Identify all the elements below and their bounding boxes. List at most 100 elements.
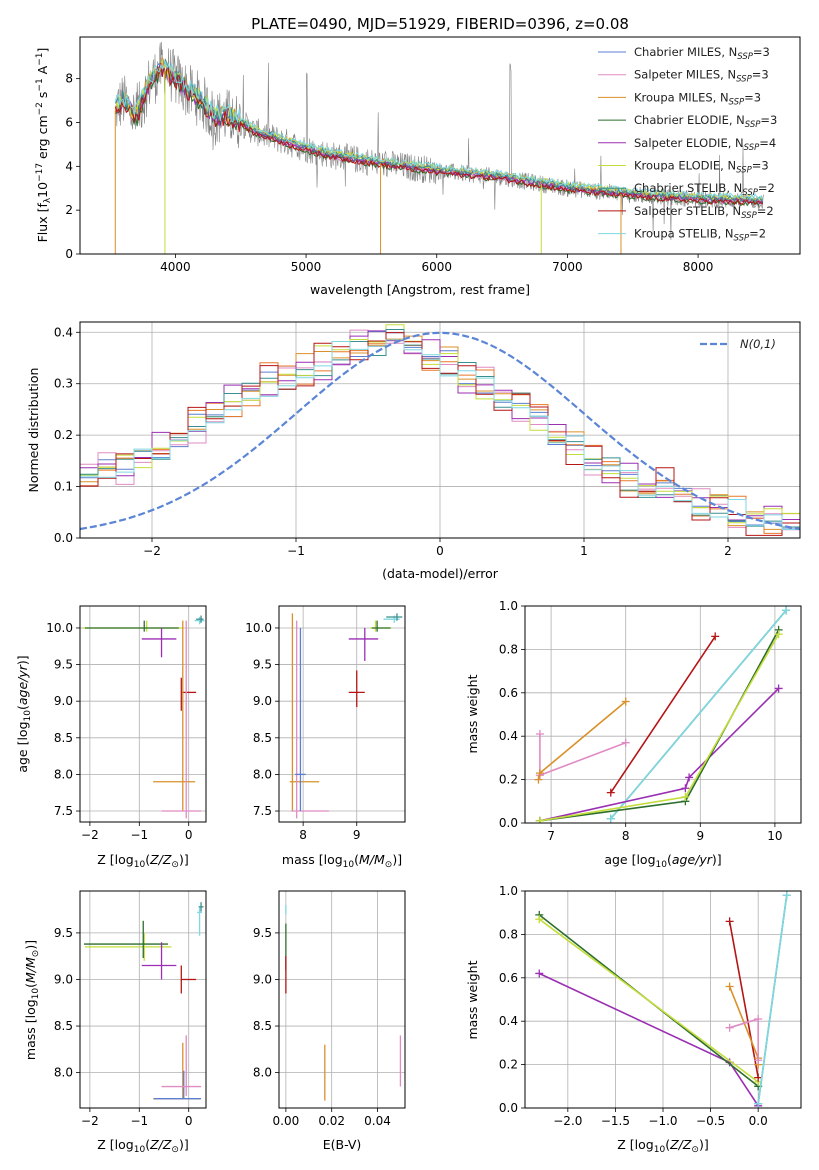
- x-tick-label: 8000: [683, 260, 714, 274]
- marks: [535, 891, 791, 1108]
- y-tick-label: 0.0: [499, 816, 518, 830]
- axes-frame: [79, 36, 801, 255]
- y-axis-label: Normed distribution: [26, 368, 41, 493]
- plot-area: [525, 891, 801, 1108]
- plot-area: [279, 606, 405, 822]
- axes-mass-vs-Z: −2 −1 0 8.0 8.5 9.0 9.5 Z [log10(Z/Z⊙)] mass [lo…: [23, 890, 207, 1155]
- y-axis-label: mass weight: [465, 960, 480, 1039]
- x-tick-label: 9: [353, 828, 361, 842]
- weight-point: [782, 606, 791, 615]
- plot-area: [279, 891, 405, 1108]
- y-tick-label: 9.0: [253, 972, 272, 986]
- y-tick-label: 7.5: [253, 804, 272, 818]
- x-tick-label: −1: [130, 1114, 148, 1128]
- marks: [83, 902, 204, 1100]
- y-tick-label: 8.0: [253, 767, 272, 781]
- weight-line-salpeter-miles: [539, 734, 626, 777]
- weight-line-chabrier-elodie: [539, 629, 780, 822]
- weight-line-salpeter-elodie: [539, 687, 780, 822]
- y-axis-label: Flux [fλ10−17 erg cm−2 s−1 A−1]: [35, 48, 53, 243]
- weight-point: [681, 792, 690, 801]
- marks: [82, 615, 205, 819]
- y-tick-label: 2: [65, 203, 73, 217]
- x-tick-label: 8: [622, 829, 630, 843]
- model-spectrum-salpeter-stelib: [114, 62, 764, 206]
- legend-label: Kroupa ELODIE, NSSP=3: [634, 159, 769, 176]
- marks: [534, 606, 791, 823]
- x-axis-label: age [log10(age/yr)]: [604, 852, 721, 870]
- x-tick-label: 1: [580, 544, 588, 558]
- y-tick-label: 8.5: [253, 1019, 272, 1033]
- y-tick-label: 0.8: [499, 642, 518, 656]
- y-tick-label: 7.5: [54, 804, 73, 818]
- y-tick-label: 10.0: [46, 621, 73, 635]
- y-tick-label: 0.8: [499, 927, 518, 941]
- plot-area: [525, 606, 801, 823]
- y-tick-label: 10.0: [245, 621, 272, 635]
- axes-mass-weight-vs-Z: −2.0 −1.5 −1.0 −0.5 0.0 0.0 0.2 0.4 0.6 0.8 1.0 Z […: [465, 884, 802, 1155]
- x-tick-label: 0.00: [273, 1114, 300, 1128]
- axes-residual-histogram: −2 −1 0 1 2 0.0 0.1 0.2 0.3 0.4 N(0,1) (data-model)…: [26, 321, 801, 581]
- weight-point: [754, 1073, 763, 1082]
- y-tick-label: 0.4: [54, 325, 73, 339]
- x-axis-label: mass [log10(M/M⊙)]: [282, 852, 402, 870]
- y-tick-label: 0.0: [499, 1101, 518, 1115]
- plot-area: [114, 41, 764, 254]
- weight-point: [535, 816, 544, 823]
- x-tick-label: 0.0: [749, 1114, 768, 1128]
- y-tick-label: 0.0: [54, 531, 73, 545]
- plot-area: [80, 891, 206, 1108]
- weight-point: [535, 730, 544, 739]
- x-tick-label: −1: [287, 544, 305, 558]
- weight-line-salpeter-stelib: [610, 635, 716, 794]
- y-tick-label: 8.0: [54, 767, 73, 781]
- legend-label: N(0,1): [740, 337, 776, 351]
- axes-frame: [278, 605, 406, 823]
- y-tick-label: 9.5: [253, 926, 272, 940]
- legend-label: Salpeter STELIB, NSSP=2: [634, 204, 774, 221]
- y-tick-label: 9.0: [253, 694, 272, 708]
- x-tick-label: −1.5: [601, 1114, 630, 1128]
- weight-point: [621, 738, 630, 747]
- weight-point: [725, 917, 734, 926]
- legend-label: Kroupa MILES, NSSP=3: [634, 90, 761, 107]
- marks: [289, 613, 403, 819]
- y-axis-label: mass [log10(M/M⊙)]: [23, 940, 41, 1060]
- y-tick-label: 8.5: [54, 731, 73, 745]
- legend-label: Kroupa STELIB, NSSP=2: [634, 227, 766, 244]
- y-axis-label: age [log10(age/yr)]: [15, 655, 33, 772]
- legend: Chabrier MILES, NSSP=3 Salpeter MILES, NS…: [598, 45, 777, 244]
- y-tick-label: 8.5: [253, 731, 272, 745]
- x-axis-label: Z [log10(Z/Z⊙)]: [97, 1137, 188, 1155]
- x-tick-label: −2.0: [553, 1114, 582, 1128]
- y-tick-label: 6: [65, 115, 73, 129]
- legend-label: Salpeter ELODIE, NSSP=4: [634, 136, 776, 153]
- y-tick-label: 0.2: [54, 428, 73, 442]
- x-tick-label: 7000: [552, 260, 583, 274]
- y-tick-label: 0.6: [499, 686, 518, 700]
- y-tick-label: 0.4: [499, 729, 518, 743]
- y-tick-label: 8: [65, 72, 73, 86]
- weight-point: [725, 1023, 734, 1032]
- axes-age-vs-Z: −2 −1 0 7.5 8.0 8.5 9.0 9.5 10.0 Z [log10(Z/Z⊙)] a…: [15, 605, 207, 870]
- weight-point: [621, 697, 630, 706]
- y-tick-label: 8.0: [54, 1066, 73, 1080]
- weight-point: [685, 773, 694, 782]
- x-tick-label: 7: [547, 829, 555, 843]
- y-tick-label: 0.2: [499, 773, 518, 787]
- histogram-salpeter-stelib: [80, 332, 800, 538]
- weight-point: [754, 1056, 763, 1065]
- x-axis-label: Z [log10(Z/Z⊙)]: [97, 852, 188, 870]
- x-tick-label: 0: [436, 544, 444, 558]
- weight-point: [725, 982, 734, 991]
- axes-age-vs-mass: 8 9 7.5 8.0 8.5 9.0 9.5 10.0 mass [log10(M/M⊙)]: [245, 605, 406, 870]
- weight-line-salpeter-elodie: [538, 972, 759, 1107]
- histogram-kroupa-stelib: [80, 339, 800, 538]
- weight-line-salpeter-stelib: [728, 921, 759, 1078]
- axes-frame: [278, 890, 406, 1109]
- legend-label: Salpeter MILES, NSSP=3: [634, 68, 769, 85]
- x-tick-label: 0: [185, 1114, 193, 1128]
- x-tick-label: −2: [81, 828, 99, 842]
- y-tick-label: 0.2: [499, 1058, 518, 1072]
- x-tick-label: −1.0: [648, 1114, 677, 1128]
